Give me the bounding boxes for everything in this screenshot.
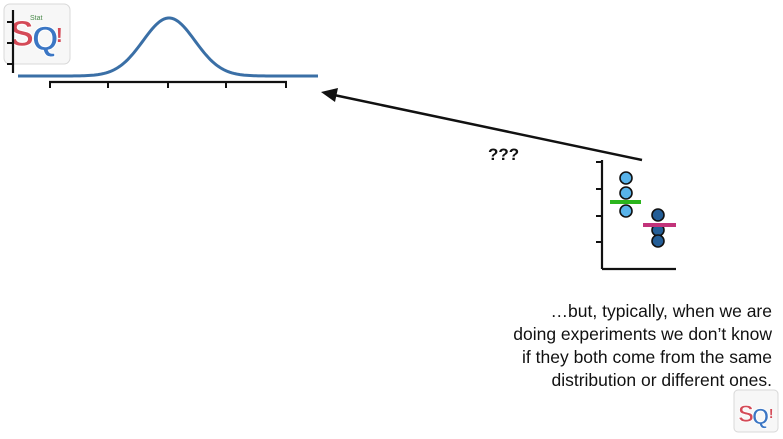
caption-text: …but, typically, when we are doing exper… xyxy=(432,300,772,392)
svg-text:Q: Q xyxy=(32,20,58,58)
caption-line: …but, typically, when we are xyxy=(550,301,772,321)
question-marks-label: ??? xyxy=(488,145,520,164)
statquest-logo-bottom: S Q ! xyxy=(733,389,779,433)
svg-text:S: S xyxy=(738,401,754,428)
arrow xyxy=(321,88,643,162)
caption-line: distribution or different ones. xyxy=(551,370,772,390)
light-blue-dot xyxy=(619,186,633,200)
svg-text:Q: Q xyxy=(752,404,769,429)
svg-text:!: ! xyxy=(56,25,63,47)
caption-line: doing experiments we don’t know xyxy=(513,324,772,344)
caption-line: if they both come from the same xyxy=(522,347,772,367)
dark-blue-dot xyxy=(651,234,665,248)
light-blue-dot xyxy=(619,171,633,185)
svg-text:Stat: Stat xyxy=(30,15,43,22)
light-blue-dot xyxy=(619,204,633,218)
arrow-head xyxy=(321,88,338,102)
dot-plot xyxy=(596,160,676,271)
bell-curve xyxy=(18,16,318,78)
statquest-logo-top: S Q ! Stat xyxy=(3,3,71,65)
normal-distribution-plot xyxy=(7,10,318,88)
svg-text:!: ! xyxy=(769,406,773,421)
dark-blue-dot xyxy=(651,208,665,222)
